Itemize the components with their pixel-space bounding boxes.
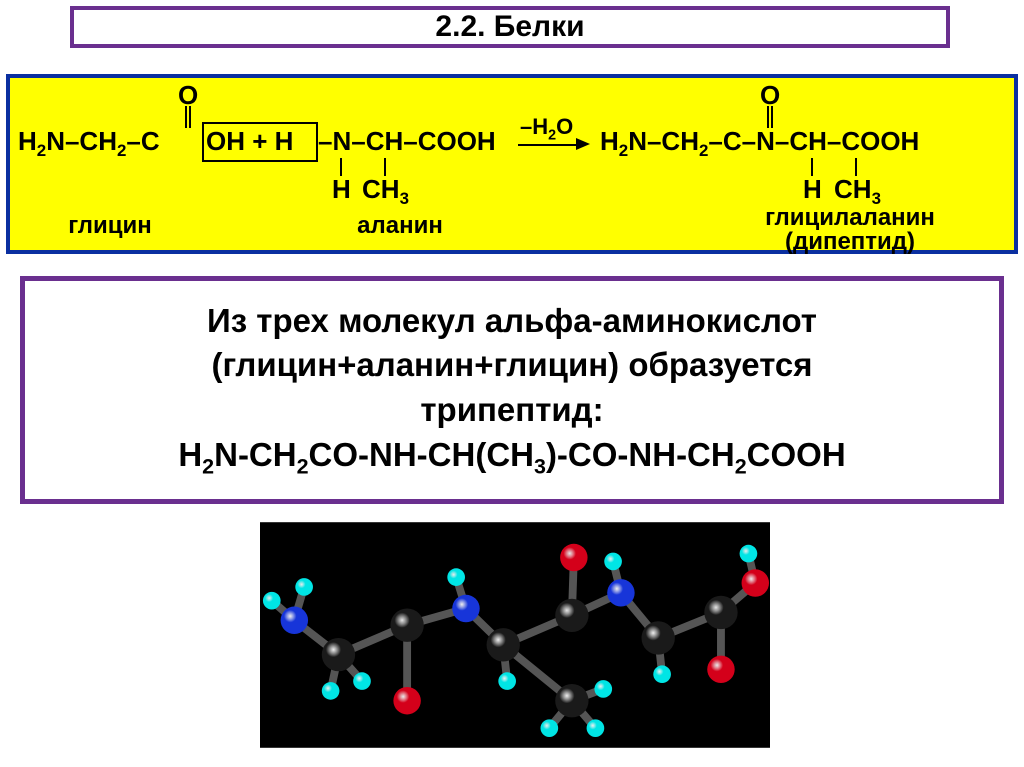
chem-oh-plus-h: OH + H [206,126,293,157]
desc-line-1: Из трех молекул альфа-аминокислот [207,299,817,344]
label-product-sub: (дипептид) [730,228,970,256]
chem-o-top-p: O [760,80,780,111]
molecule-svg [260,520,770,750]
description-panel: Из трех молекул альфа-аминокислот (глици… [20,276,1004,504]
desc-line-2: (глицин+аланин+глицин) образуется [211,343,812,388]
chem-ch3: CH3 [362,174,409,209]
chem-o-top: O [178,80,198,111]
page-title: 2.2. Белки [435,10,584,44]
chem-product-left: H2N–CH2–C–N–CH–COOH [600,126,919,161]
chem-alanine-tail: –N–CH–COOH [318,126,496,157]
chem-h-below-p: H [803,174,822,205]
chem-water: –H2O [520,114,573,143]
molecule-3d [260,520,770,750]
title-box: 2.2. Белки [70,6,950,48]
chem-h-below: H [332,174,351,205]
reaction-arrow-head [576,138,590,150]
reaction-arrow-line [518,144,578,146]
reaction-panel: H2N–CH2–C O OH + H –N–CH–COOH H CH3 –H2O… [6,74,1018,254]
reaction-content: H2N–CH2–C O OH + H –N–CH–COOH H CH3 –H2O… [10,78,1014,250]
desc-formula: H2N-CH2CO-NH-CH(CH3)-CO-NH-CH2COOH [178,433,845,482]
label-alanine: аланин [330,212,470,240]
chem-h2n: H2N–CH2–C [18,126,160,161]
label-glycine: глицин [50,212,170,240]
desc-line-3: трипептид: [420,388,603,433]
